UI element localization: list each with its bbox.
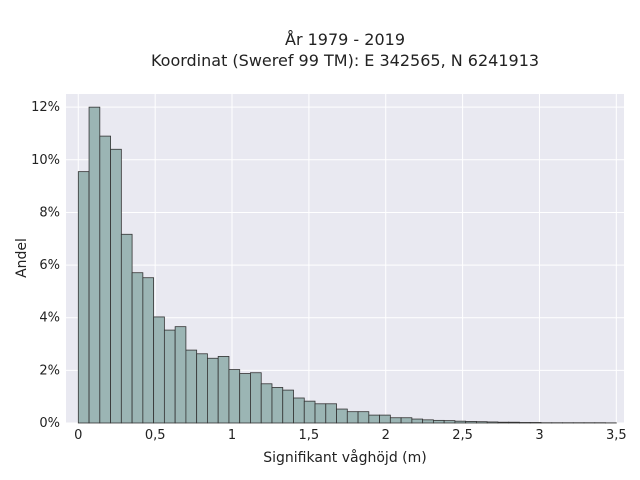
histogram-bar [207, 357, 219, 424]
y-tick-label: 8% [39, 205, 60, 220]
histogram-bar [432, 419, 445, 424]
histogram-bar [497, 421, 510, 424]
histogram-bar [336, 408, 348, 424]
x-tick-label: 0 [74, 428, 82, 443]
histogram-bar [217, 356, 230, 424]
chart-title-line-2: Koordinat (Sweref 99 TM): E 342565, N 62… [151, 51, 539, 70]
y-tick-label: 4% [39, 311, 60, 326]
histogram-bar [99, 135, 111, 424]
histogram-bar [88, 106, 101, 424]
histogram-bar [196, 353, 208, 424]
x-tick-label: 2,5 [452, 428, 473, 443]
x-tick-label: 1 [228, 428, 236, 443]
histogram-bar [303, 400, 316, 424]
x-tick-label: 3,5 [606, 428, 627, 443]
x-tick-label: 3 [535, 428, 543, 443]
y-tick-label: 10% [31, 153, 60, 168]
histogram-bar [110, 148, 122, 424]
histogram-bar [346, 411, 359, 424]
y-tick-label: 6% [39, 258, 60, 273]
histogram-bar [357, 411, 370, 424]
histogram-bar [163, 329, 176, 424]
histogram-bar [422, 419, 434, 424]
histogram-bar [131, 272, 144, 424]
histogram-bar [120, 233, 133, 424]
histogram-bar [77, 171, 90, 424]
histogram-bar [454, 420, 467, 424]
histogram-bar [174, 326, 187, 424]
histogram-bar [411, 418, 424, 424]
y-tick-label: 12% [31, 100, 60, 115]
histogram-bar [142, 277, 155, 424]
histogram-bar [239, 373, 251, 424]
histogram-bar [185, 349, 198, 424]
histogram-bar [476, 421, 488, 424]
y-axis-ticks: 0% 2% 4% 6% 8% 10% 12% [31, 100, 60, 431]
y-axis-label: Andel [14, 238, 30, 278]
histogram-bar [325, 403, 337, 424]
histogram-bar [293, 397, 305, 424]
histogram-bar [465, 421, 477, 424]
x-axis-ticks: 0 0,5 1 1,5 2 2,5 3 3,5 [74, 428, 627, 443]
histogram-bar [250, 372, 262, 424]
x-tick-label: 1,5 [299, 428, 320, 443]
histogram-bar [529, 422, 542, 424]
histogram-bar [486, 421, 499, 424]
histogram-bar [519, 422, 531, 424]
histogram-bar [153, 316, 165, 424]
x-axis-label: Signifikant våghöjd (m) [263, 449, 426, 466]
histogram-bar [379, 414, 391, 424]
histogram-bar [443, 420, 456, 424]
histogram-bar [260, 383, 273, 424]
histogram-bar [368, 414, 380, 424]
histogram-bar [314, 403, 327, 424]
histogram-bar [508, 421, 520, 424]
histogram-bar [400, 417, 413, 424]
histogram-bar [282, 389, 294, 424]
bars [77, 106, 617, 424]
histogram-bar [228, 369, 241, 424]
y-tick-label: 0% [39, 416, 60, 431]
x-tick-label: 2 [382, 428, 390, 443]
histogram-bar [389, 417, 402, 424]
histogram-bar [271, 387, 284, 424]
y-tick-label: 2% [39, 363, 60, 378]
x-tick-label: 0,5 [145, 428, 166, 443]
chart-title-line-1: År 1979 - 2019 [285, 30, 405, 49]
